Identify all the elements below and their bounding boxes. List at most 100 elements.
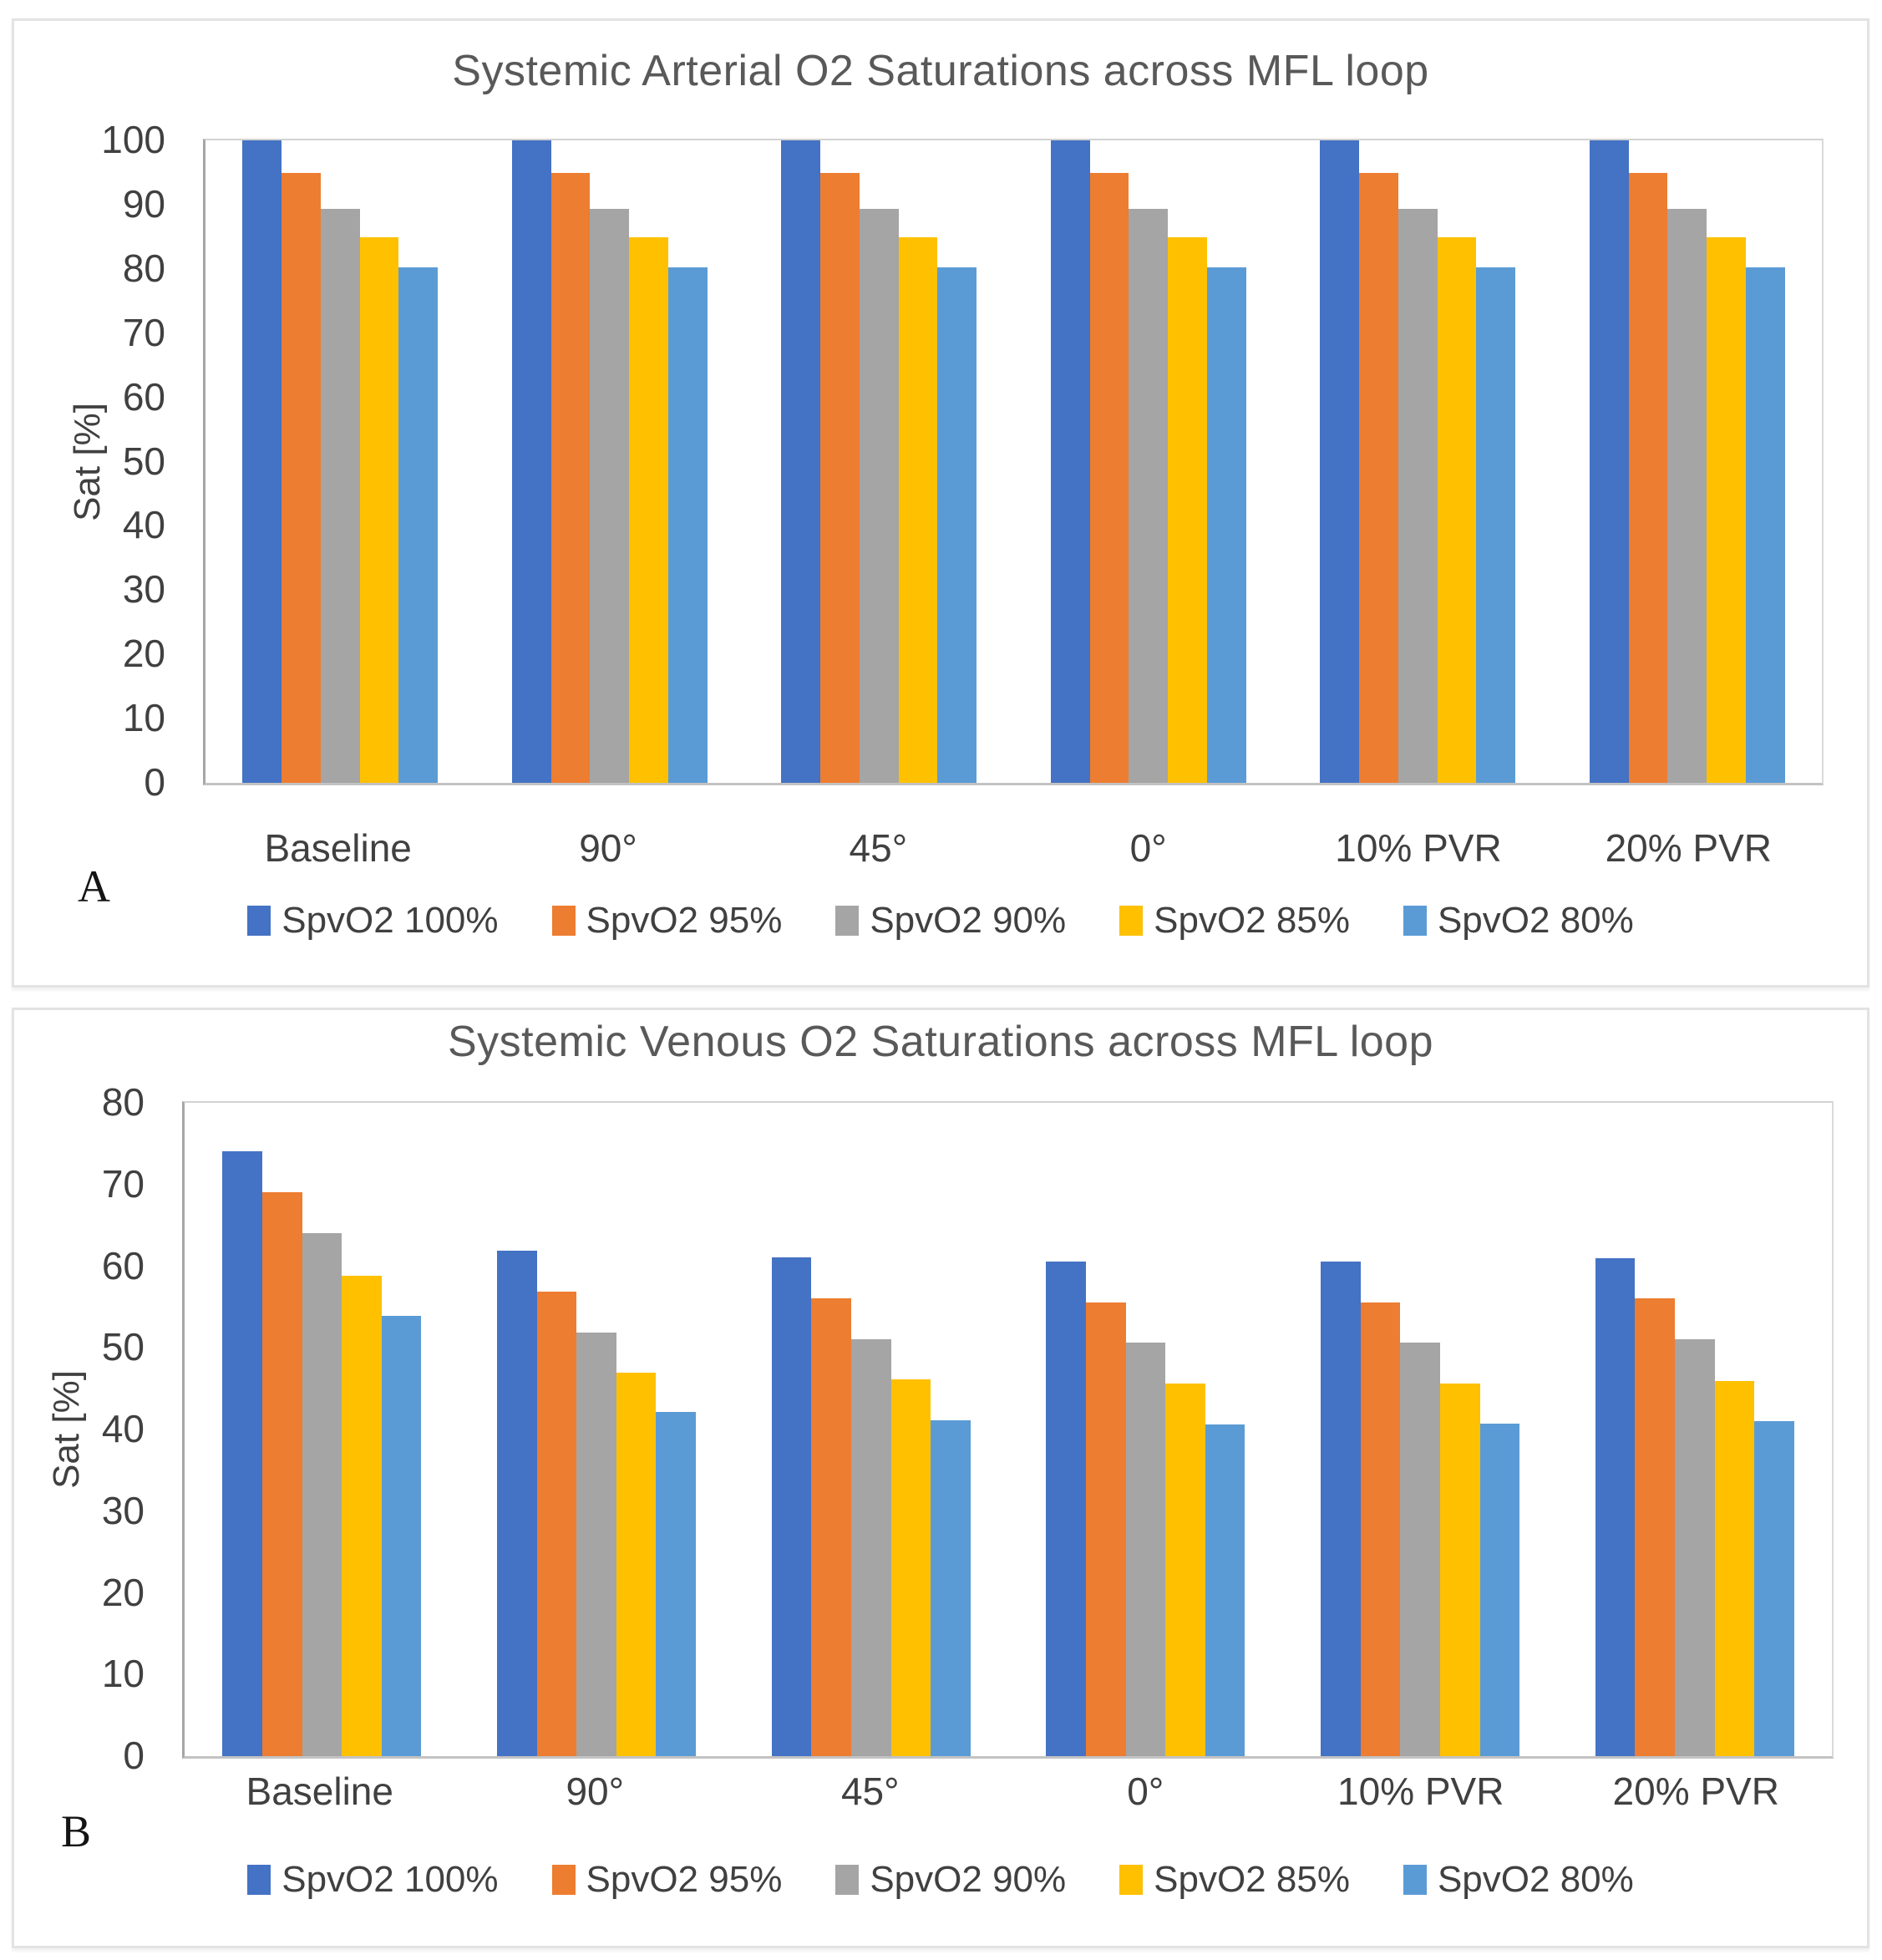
bar-group <box>1283 140 1553 783</box>
bar <box>850 1338 891 1756</box>
x-axis-category-label: 45° <box>840 1770 900 1813</box>
bar <box>859 208 899 783</box>
bar <box>1168 237 1207 783</box>
chart-title: Systemic Venous O2 Saturations across MF… <box>447 1018 1434 1066</box>
bar <box>1400 1343 1440 1756</box>
x-axis-category-label: 10% PVR <box>1337 1770 1504 1813</box>
bar <box>629 237 668 783</box>
bar <box>261 1191 302 1756</box>
y-tick-label: 80 <box>122 246 165 290</box>
bar <box>242 140 282 783</box>
y-tick-label: 80 <box>101 1079 145 1124</box>
legend-swatch-icon <box>1119 1865 1144 1895</box>
legend-item: SpvO2 80% <box>1403 900 1634 942</box>
x-axis-category-label: 10% PVR <box>1335 826 1502 870</box>
x-axis-category-label: 20% PVR <box>1605 826 1773 870</box>
legend-label: SpvO2 100% <box>282 1859 499 1900</box>
legend-item: SpvO2 95% <box>551 1859 783 1901</box>
y-tick-label: 50 <box>122 439 165 483</box>
bar-group <box>744 140 1014 783</box>
bar <box>1125 1343 1166 1756</box>
panel-a: Systemic Arterial O2 Saturations across … <box>12 18 1869 988</box>
bar <box>1476 267 1516 783</box>
legend-swatch-icon <box>1119 906 1144 936</box>
bar <box>1165 1384 1205 1756</box>
legend-label: SpvO2 90% <box>870 900 1067 941</box>
bar <box>771 1257 812 1756</box>
bar <box>1628 173 1668 783</box>
x-axis-category-label: 20% PVR <box>1612 1770 1779 1813</box>
x-axis-labels: Baseline 90° 45° 0° 10% PVR 20% PVR <box>203 825 1824 871</box>
legend-label: SpvO2 85% <box>1154 900 1350 941</box>
bar <box>381 1316 422 1756</box>
x-axis-category-label: 0° <box>1127 1770 1164 1813</box>
legend-swatch-icon <box>551 1865 576 1895</box>
bar <box>1085 1302 1126 1756</box>
bar <box>1359 173 1398 783</box>
bar-group <box>185 1103 459 1756</box>
bar <box>511 140 551 783</box>
bar <box>398 267 439 783</box>
bar-group <box>1014 140 1284 783</box>
y-tick-label: 30 <box>122 567 165 612</box>
y-tick-label: 70 <box>101 1161 145 1206</box>
chart-title: Systemic Arterial O2 Saturations across … <box>452 47 1429 95</box>
legend-swatch-icon <box>247 1865 271 1895</box>
legend-item: SpvO2 95% <box>551 900 783 942</box>
y-tick-label: 30 <box>101 1488 145 1532</box>
bar <box>222 1150 262 1756</box>
bar <box>1205 1424 1245 1756</box>
legend-label: SpvO2 95% <box>586 900 783 941</box>
bar <box>302 1233 342 1756</box>
legend-item: SpvO2 90% <box>835 1859 1066 1901</box>
bar <box>1050 140 1090 783</box>
legend-label: SpvO2 80% <box>1437 1859 1634 1900</box>
bar <box>1129 208 1169 783</box>
y-tick-label: 50 <box>101 1325 145 1369</box>
plot-area: Sat [%] 0 10 20 30 40 50 60 70 80 <box>46 1080 1834 1777</box>
legend-label: SpvO2 95% <box>586 1859 783 1900</box>
bar <box>667 267 708 783</box>
legend-swatch-icon <box>551 906 576 936</box>
bar <box>1046 1261 1086 1756</box>
bar-group <box>733 1103 1008 1756</box>
legend-item: SpvO2 90% <box>835 900 1066 942</box>
y-tick-label: 40 <box>122 503 165 547</box>
bar <box>616 1372 657 1756</box>
bar <box>890 1379 931 1756</box>
bar <box>931 1420 971 1756</box>
bar-group <box>459 1103 734 1756</box>
bar <box>1089 173 1129 783</box>
bar <box>820 173 860 783</box>
legend-item: SpvO2 85% <box>1119 1859 1350 1901</box>
legend-swatch-icon <box>247 906 271 936</box>
bar <box>811 1297 851 1756</box>
y-axis-title: Sat [%] <box>66 402 108 521</box>
legend-swatch-icon <box>835 906 860 936</box>
x-axis-category-label: Baseline <box>264 826 412 870</box>
bar <box>282 173 321 783</box>
legend: SpvO2 100% SpvO2 95% SpvO2 90% SpvO2 85% Spv… <box>14 1859 1867 1901</box>
bar <box>1745 267 1785 783</box>
panel-letter: A <box>78 861 110 911</box>
bar-group <box>205 140 475 783</box>
plot-area: Sat [%] 0 10 20 30 40 50 60 70 80 90 100 <box>67 118 1824 804</box>
y-tick-label: 70 <box>122 310 165 354</box>
x-axis-category-label: 45° <box>849 826 908 870</box>
bar <box>1439 1384 1480 1756</box>
legend-swatch-icon <box>1403 906 1427 936</box>
bar <box>1437 237 1477 783</box>
bar-group <box>1008 1103 1283 1756</box>
legend-label: SpvO2 90% <box>870 1859 1067 1900</box>
bar <box>1674 1339 1715 1756</box>
bar <box>1589 140 1629 783</box>
x-axis-category-label: Baseline <box>246 1770 393 1813</box>
x-axis-category-label: 0° <box>1129 826 1167 870</box>
x-axis-category-label: 90° <box>579 826 637 870</box>
bar <box>898 237 938 783</box>
legend-swatch-icon <box>835 1865 860 1895</box>
bar <box>1714 1381 1755 1756</box>
bar <box>1320 140 1360 783</box>
bar <box>320 208 360 783</box>
legend-label: SpvO2 100% <box>282 900 499 941</box>
